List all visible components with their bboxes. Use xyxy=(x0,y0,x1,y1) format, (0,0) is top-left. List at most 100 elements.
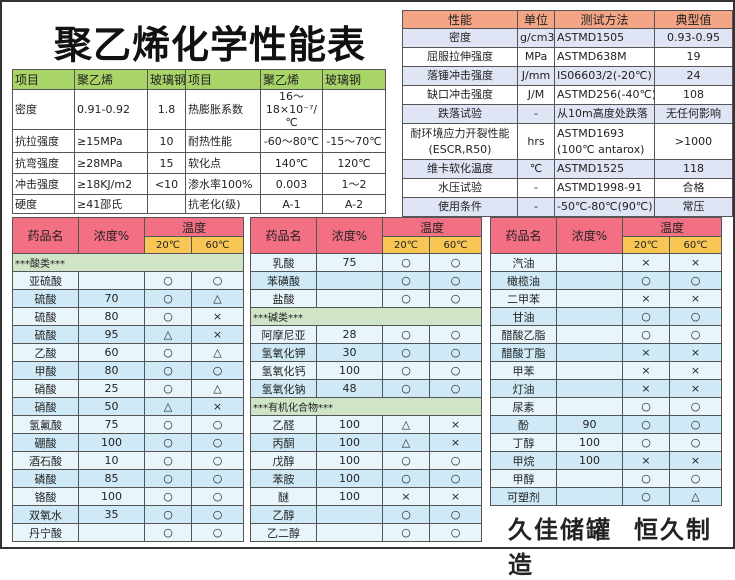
chemical-name: 硫酸 xyxy=(12,307,79,326)
rating-20c: × xyxy=(622,289,670,308)
chemical-name: 硝酸 xyxy=(12,379,79,398)
table-row: 乳酸 75 ○ ○ xyxy=(250,253,483,272)
table-row: 亚硫酸 ○ ○ xyxy=(12,271,245,290)
column-header-temperature: 温度 xyxy=(381,217,483,237)
rating-60c: ○ xyxy=(428,451,483,470)
column-header-name: 药品名 xyxy=(490,217,557,254)
rating-60c: ○ xyxy=(190,415,245,434)
table-cell: g/cm3 xyxy=(517,28,555,48)
table-cell: 缺口冲击强度 xyxy=(402,85,518,105)
table-cell: -15～70℃ xyxy=(322,129,386,153)
section-row: ***碱类*** xyxy=(249,307,483,326)
rating-60c: × xyxy=(428,433,483,452)
table-row: 乙二醇 ○ ○ xyxy=(250,523,483,542)
concentration: 95 xyxy=(78,325,145,344)
table-cell: ≥18KJ/m2 xyxy=(74,173,148,195)
concentration: 80 xyxy=(78,307,145,326)
rating-20c: ○ xyxy=(144,433,192,452)
concentration: 10 xyxy=(78,451,145,470)
column-header: 项目 xyxy=(185,69,261,90)
table-cell: - xyxy=(517,197,555,217)
table-row: 耐环境应力开裂性能(ESCR,R50) hrs ASTMD1693 (100℃ an… xyxy=(402,123,733,160)
table-cell: -50℃-80℃(90℃) xyxy=(554,197,655,217)
concentration: 48 xyxy=(316,379,383,398)
table-row: 酚 90 ○ ○ xyxy=(490,415,723,434)
chemical-name: 醚 xyxy=(250,487,317,506)
chemical-resistance-table-2: 药品名 浓度% 温度 20℃ 60℃ 乳酸 75 ○ ○ 苯磺酸 ○ ○ 盐酸 ○ ○ ***碱类*** 阿摩尼… xyxy=(249,217,483,542)
chemical-name: 乙二醇 xyxy=(250,523,317,542)
section-label: ***酸类*** xyxy=(11,253,245,272)
concentration xyxy=(556,253,623,272)
column-header-60c: 60℃ xyxy=(668,236,723,254)
table-cell: 密度 xyxy=(12,89,75,130)
rating-20c: △ xyxy=(382,415,430,434)
rating-20c: ○ xyxy=(382,523,430,542)
concentration xyxy=(556,271,623,290)
chemical-name: 亚硫酸 xyxy=(12,271,79,290)
rating-20c: ○ xyxy=(382,505,430,524)
rating-60c: × xyxy=(428,415,483,434)
rating-60c: × xyxy=(668,451,723,470)
header-row: 药品名 浓度% 温度 xyxy=(12,217,245,254)
table-row: 密度 g/cm3 ASTMD1505 0.93-0.95 xyxy=(402,28,733,48)
table-row: 磷酸 85 ○ ○ xyxy=(12,469,245,488)
concentration xyxy=(316,505,383,524)
table-cell: 软化点 xyxy=(185,152,261,174)
table-row: 维卡软化温度 ℃ ASTMD1525 118 xyxy=(402,159,733,179)
table-row: 铬酸 100 ○ ○ xyxy=(12,487,245,506)
concentration: 100 xyxy=(316,433,383,452)
table-row: 硬度 ≥41邵氏 抗老化(级) A-1 A-2 xyxy=(12,194,386,214)
chemical-name: 橄榄油 xyxy=(490,271,557,290)
slogan: 久佳储罐 恒久制造 xyxy=(508,510,733,580)
chemical-name: 乙醛 xyxy=(250,415,317,434)
rating-60c: ○ xyxy=(428,469,483,488)
table-cell: - xyxy=(517,104,555,124)
concentration: 100 xyxy=(316,361,383,380)
rating-60c: ○ xyxy=(668,271,723,290)
table-cell: IS06603/2(-20℃) xyxy=(554,66,655,86)
table-row: 灯油 × × xyxy=(490,379,723,398)
concentration: 60 xyxy=(78,343,145,362)
table-row: 丁醇 100 ○ ○ xyxy=(490,433,723,452)
concentration: 50 xyxy=(78,397,145,416)
chemical-name: 戊醇 xyxy=(250,451,317,470)
table-row: 可塑剂 ○ △ xyxy=(490,487,723,506)
column-header-20c: 20℃ xyxy=(382,236,430,254)
chemical-name: 丙酮 xyxy=(250,433,317,452)
rating-60c: × xyxy=(668,289,723,308)
rating-20c: △ xyxy=(144,325,192,344)
chemical-name: 丹宁酸 xyxy=(12,523,79,542)
column-header-temperature: 温度 xyxy=(143,217,245,237)
table-row: 冲击强度 ≥18KJ/m2 <10 渗水率100% 0.003 1～2 xyxy=(12,173,386,195)
rating-60c: × xyxy=(668,253,723,272)
table-cell: hrs xyxy=(517,123,555,160)
table-cell: 118 xyxy=(654,159,733,179)
table-row: 抗弯强度 ≥28MPa 15 软化点 140℃ 120℃ xyxy=(12,152,386,174)
chemical-name: 氢氟酸 xyxy=(12,415,79,434)
rating-60c: ○ xyxy=(668,325,723,344)
table-cell: 15 xyxy=(147,152,186,174)
concentration: 35 xyxy=(78,505,145,524)
table-row: 硝酸 50 △ × xyxy=(12,397,245,416)
rating-20c: ○ xyxy=(144,361,192,380)
chemical-name: 氢氧化钾 xyxy=(250,343,317,362)
column-header-60c: 60℃ xyxy=(190,236,245,254)
rating-20c: ○ xyxy=(144,469,192,488)
table-row: 甲苯 × × xyxy=(490,361,723,380)
table-row: 乙酸 60 ○ △ xyxy=(12,343,245,362)
table-cell: -60～80℃ xyxy=(260,129,323,153)
rating-20c: △ xyxy=(382,433,430,452)
rating-20c: ○ xyxy=(382,379,430,398)
rating-20c: ○ xyxy=(144,451,192,470)
table-row: 屈服拉伸强度 MPa ASTMD638M 19 xyxy=(402,47,733,67)
chemical-name: 汽油 xyxy=(490,253,557,272)
table-cell: 常压 xyxy=(654,197,733,217)
rating-20c: ○ xyxy=(382,289,430,308)
concentration: 100 xyxy=(316,487,383,506)
rating-60c: ○ xyxy=(428,253,483,272)
rating-60c: ○ xyxy=(668,433,723,452)
rating-60c: ○ xyxy=(668,469,723,488)
chemical-name: 盐酸 xyxy=(250,289,317,308)
concentration: 100 xyxy=(316,415,383,434)
table-cell: <10 xyxy=(147,173,186,195)
